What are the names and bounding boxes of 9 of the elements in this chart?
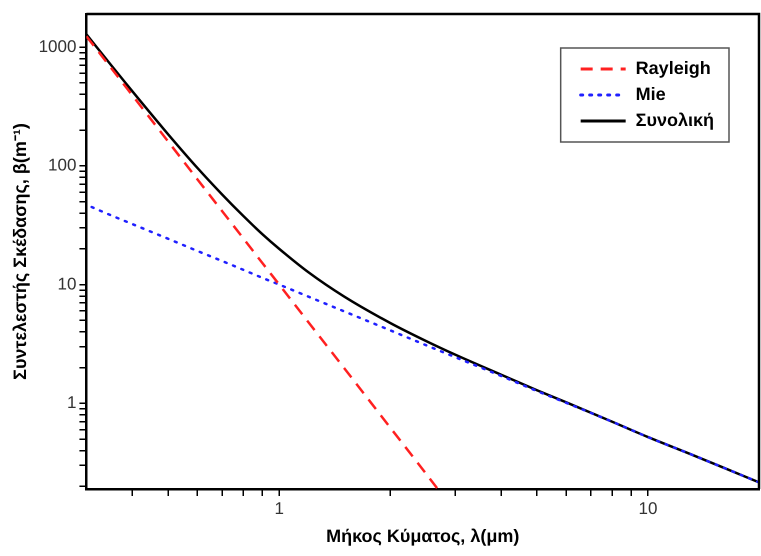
y-tick-label: 10: [57, 274, 76, 294]
y-tick-label: 1000: [38, 36, 76, 56]
y-tick-label: 1: [66, 393, 76, 412]
y-axis-title: Συντελεστής Σκέδασης, β(m⁻¹): [10, 123, 30, 380]
legend-label: Mie: [636, 84, 666, 104]
legend-label: Rayleigh: [636, 58, 711, 78]
x-axis-title: Μήκος Κύματος, λ(μm): [326, 526, 520, 546]
y-tick-label: 100: [48, 156, 76, 175]
legend-label: Συνολική: [636, 110, 714, 130]
